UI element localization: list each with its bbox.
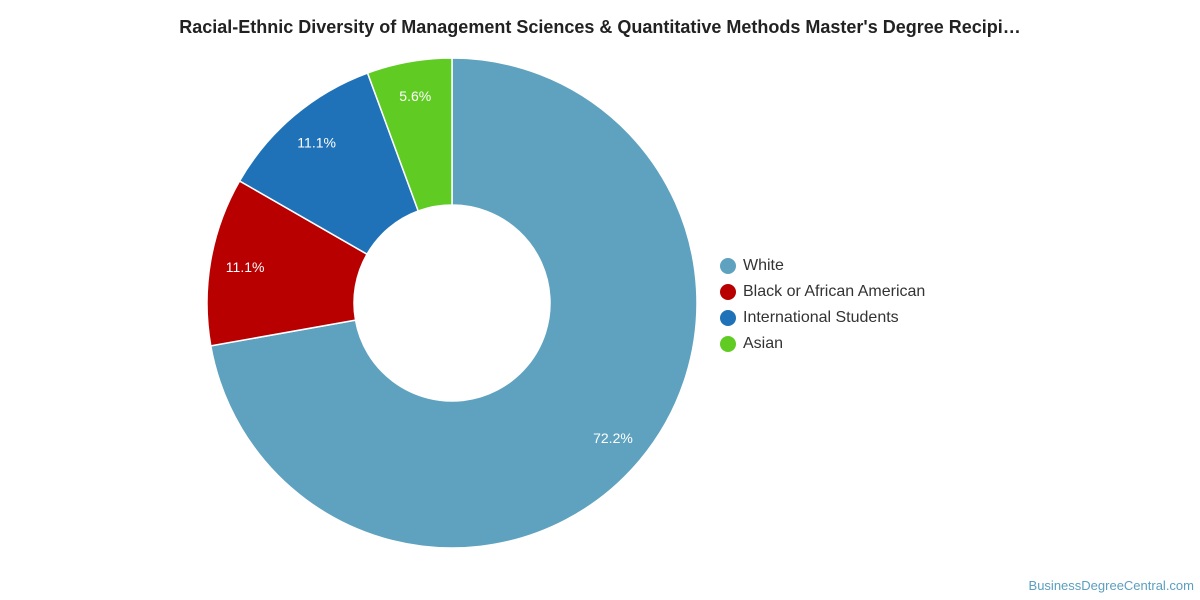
legend-item[interactable]: White [720, 253, 925, 279]
slice-label: 11.1% [226, 259, 265, 275]
legend-item[interactable]: International Students [720, 305, 925, 331]
legend-label: Asian [743, 335, 784, 352]
legend-label: Black or African American [743, 283, 926, 300]
legend-label: White [743, 257, 784, 274]
legend-swatch [720, 258, 736, 274]
legend-label: International Students [743, 309, 899, 326]
legend-swatch [720, 284, 736, 300]
site-credit[interactable]: BusinessDegreeCentral.com [1028, 578, 1194, 593]
slice-label: 11.1% [297, 134, 336, 150]
slice-label: 5.6% [399, 88, 431, 104]
legend-item[interactable]: Black or African American [720, 279, 925, 305]
slice-black-or-african-american[interactable] [206, 179, 369, 347]
legend-swatch [720, 310, 736, 326]
chart-title: Racial-Ethnic Diversity of Management Sc… [179, 17, 1021, 37]
legend-swatch [720, 336, 736, 352]
donut-slices [206, 57, 698, 549]
chart-legend: White Black or African American Internatio… [720, 253, 925, 357]
legend-item[interactable]: Asian [720, 331, 925, 357]
slice-label: 72.2% [593, 430, 633, 446]
slice-labels: 72.2% 11.1% 11.1% 5.6% [226, 88, 633, 446]
slice-asian[interactable] [366, 57, 453, 212]
slice-international-students[interactable] [238, 72, 420, 256]
slice-white[interactable] [209, 57, 698, 549]
